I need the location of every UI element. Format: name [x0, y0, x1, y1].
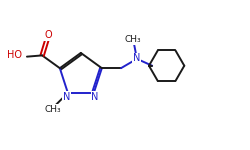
Text: CH₃: CH₃ — [44, 105, 61, 114]
Text: HO: HO — [7, 50, 22, 60]
Text: CH₃: CH₃ — [124, 35, 141, 44]
Text: N: N — [91, 92, 99, 102]
Text: N: N — [133, 53, 140, 63]
Text: N: N — [63, 92, 70, 102]
Text: O: O — [44, 30, 52, 40]
